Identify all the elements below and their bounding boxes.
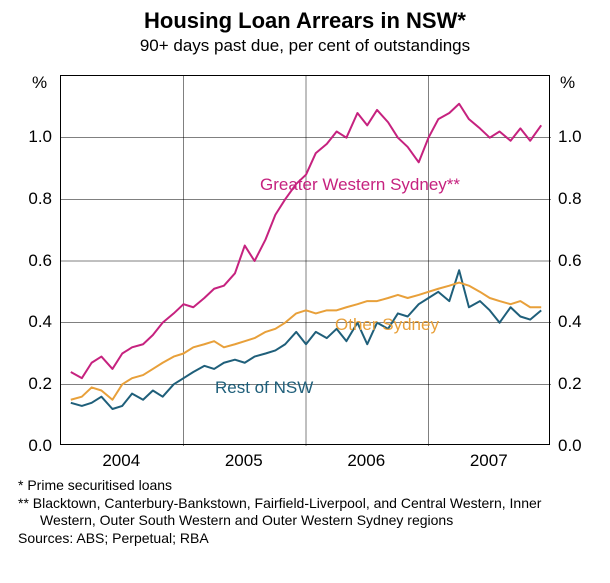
y-tick-right: 0.4	[558, 312, 582, 332]
footnote-line: Sources: ABS; Perpetual; RBA	[18, 530, 593, 548]
x-tick-label: 2007	[449, 451, 529, 471]
chart-title: Housing Loan Arrears in NSW*	[0, 0, 610, 34]
footnotes: * Prime securitised loans** Blacktown, C…	[18, 477, 593, 547]
y-axis-unit-left: %	[32, 73, 47, 93]
x-tick-label: 2004	[81, 451, 161, 471]
y-tick-left: 0.2	[0, 374, 52, 394]
series-label-gws: Greater Western Sydney**	[260, 175, 460, 195]
y-tick-left: 0.0	[0, 436, 52, 456]
footnote-line: ** Blacktown, Canterbury-Bankstown, Fair…	[18, 495, 593, 530]
series-label-rest: Rest of NSW	[215, 378, 313, 398]
y-tick-right: 0.8	[558, 189, 582, 209]
y-tick-left: 0.6	[0, 251, 52, 271]
chart-container: Housing Loan Arrears in NSW* 90+ days pa…	[0, 0, 610, 583]
x-tick-label: 2006	[326, 451, 406, 471]
y-tick-left: 1.0	[0, 127, 52, 147]
y-tick-right: 0.2	[558, 374, 582, 394]
y-tick-right: 1.0	[558, 127, 582, 147]
footnote-line: * Prime securitised loans	[18, 477, 593, 495]
y-tick-right: 0.0	[558, 436, 582, 456]
y-tick-right: 0.6	[558, 251, 582, 271]
y-tick-left: 0.4	[0, 312, 52, 332]
y-axis-unit-right: %	[560, 73, 575, 93]
x-tick-label: 2005	[204, 451, 284, 471]
chart-subtitle: 90+ days past due, per cent of outstandi…	[0, 36, 610, 56]
series-label-other: Other Sydney	[335, 315, 439, 335]
y-tick-left: 0.8	[0, 189, 52, 209]
